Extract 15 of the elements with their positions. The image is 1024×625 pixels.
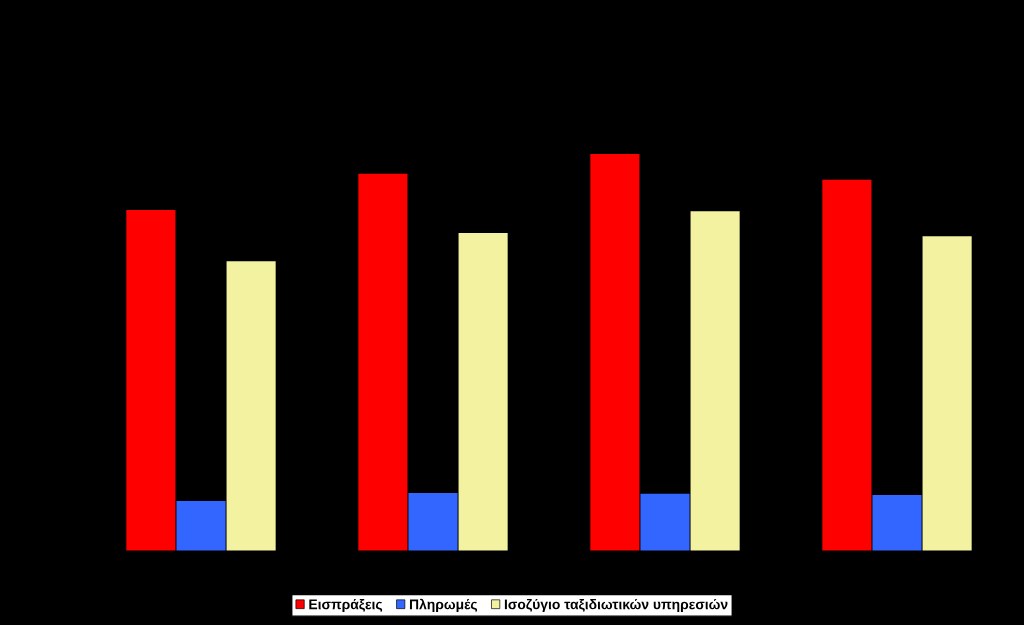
bar [126,209,176,551]
bar [590,154,640,551]
bar [408,493,458,551]
bar [358,173,408,551]
bar [872,495,922,551]
legend-label: Πληρωμές [409,598,478,613]
bar [922,236,972,551]
bar [690,211,740,551]
bar [226,261,276,551]
bar [640,493,690,551]
legend-label: Ισοζύγιο ταξιδιωτικών υπηρεσιών [504,598,728,613]
bar [176,500,226,551]
bar [822,179,872,551]
bar [458,233,508,551]
legend-label: Εισπράξεις [309,598,383,613]
